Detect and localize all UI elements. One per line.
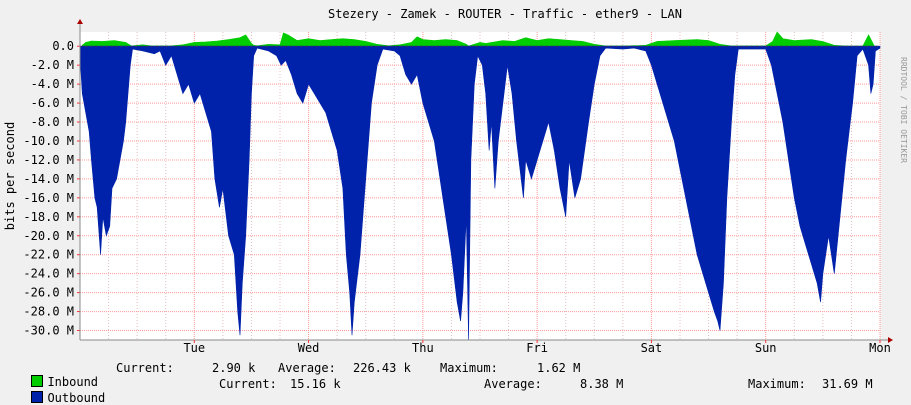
- outbound-current-label: Current:: [219, 377, 277, 391]
- y-tick-label: -22.0 M: [23, 248, 74, 262]
- legend-outbound-name: Outbound: [47, 391, 106, 405]
- y-tick-label: -28.0 M: [23, 305, 74, 319]
- x-tick-label: Thu: [412, 341, 434, 355]
- legend-inbound: Inbound: [17, 361, 98, 389]
- legend-outbound: Outbound: [17, 377, 105, 405]
- y-tick-label: -8.0 M: [31, 115, 74, 129]
- y-tick-label: -2.0 M: [31, 58, 74, 72]
- y-tick-label: -16.0 M: [23, 191, 74, 205]
- inbound-swatch: [31, 375, 44, 387]
- x-tick-label: Wed: [298, 341, 320, 355]
- x-tick-label: Mon: [869, 341, 891, 355]
- series-outbound-area: [79, 45, 881, 341]
- watermark: RRDTOOL / TOBI OETIKER: [899, 57, 908, 163]
- y-tick-label: -30.0 M: [23, 324, 74, 338]
- outbound-average-label: Average:: [484, 377, 542, 391]
- inbound-average-label: Average:: [278, 361, 336, 375]
- inbound-current-label: Current:: [116, 361, 174, 375]
- series-layer: [79, 31, 881, 341]
- y-tick-label: -18.0 M: [23, 210, 74, 224]
- x-axis-arrow: [888, 337, 893, 343]
- series-inbound-area: [81, 31, 875, 47]
- x-tick-label: Fri: [526, 341, 548, 355]
- x-tick-label: Sat: [641, 341, 663, 355]
- y-tick-label: -4.0 M: [31, 77, 74, 91]
- outbound-swatch: [31, 391, 44, 403]
- y-tick-label: -10.0 M: [23, 134, 74, 148]
- y-tick-label: -12.0 M: [23, 153, 74, 167]
- inbound-maximum-value: 1.62 M: [537, 361, 581, 375]
- chart-title: Stezery - Zamek - ROUTER - Traffic - eth…: [328, 7, 682, 21]
- x-tick-label: Tue: [183, 341, 205, 355]
- y-tick-label: -14.0 M: [23, 172, 74, 186]
- outbound-maximum-label: Maximum:: [748, 377, 806, 391]
- inbound-current-value: 2.90 k: [212, 361, 256, 375]
- axes: [77, 19, 893, 343]
- x-tick-label: Sun: [755, 341, 777, 355]
- y-tick-label: -26.0 M: [23, 286, 74, 300]
- inbound-average-value: 226.43 k: [353, 361, 411, 375]
- inbound-maximum-label: Maximum:: [440, 361, 498, 375]
- outbound-maximum-value: 31.69 M: [822, 377, 873, 391]
- y-axis-title: bits per second: [3, 122, 17, 230]
- y-axis-arrow: [77, 19, 83, 24]
- y-tick-label: -6.0 M: [31, 96, 74, 110]
- outbound-average-value: 8.38 M: [580, 377, 624, 391]
- outbound-current-value: 15.16 k: [290, 377, 341, 391]
- y-tick-label: 0.0: [52, 39, 74, 53]
- y-tick-label: -20.0 M: [23, 229, 74, 243]
- y-tick-label: -24.0 M: [23, 267, 74, 281]
- legend-inbound-name: Inbound: [47, 375, 99, 389]
